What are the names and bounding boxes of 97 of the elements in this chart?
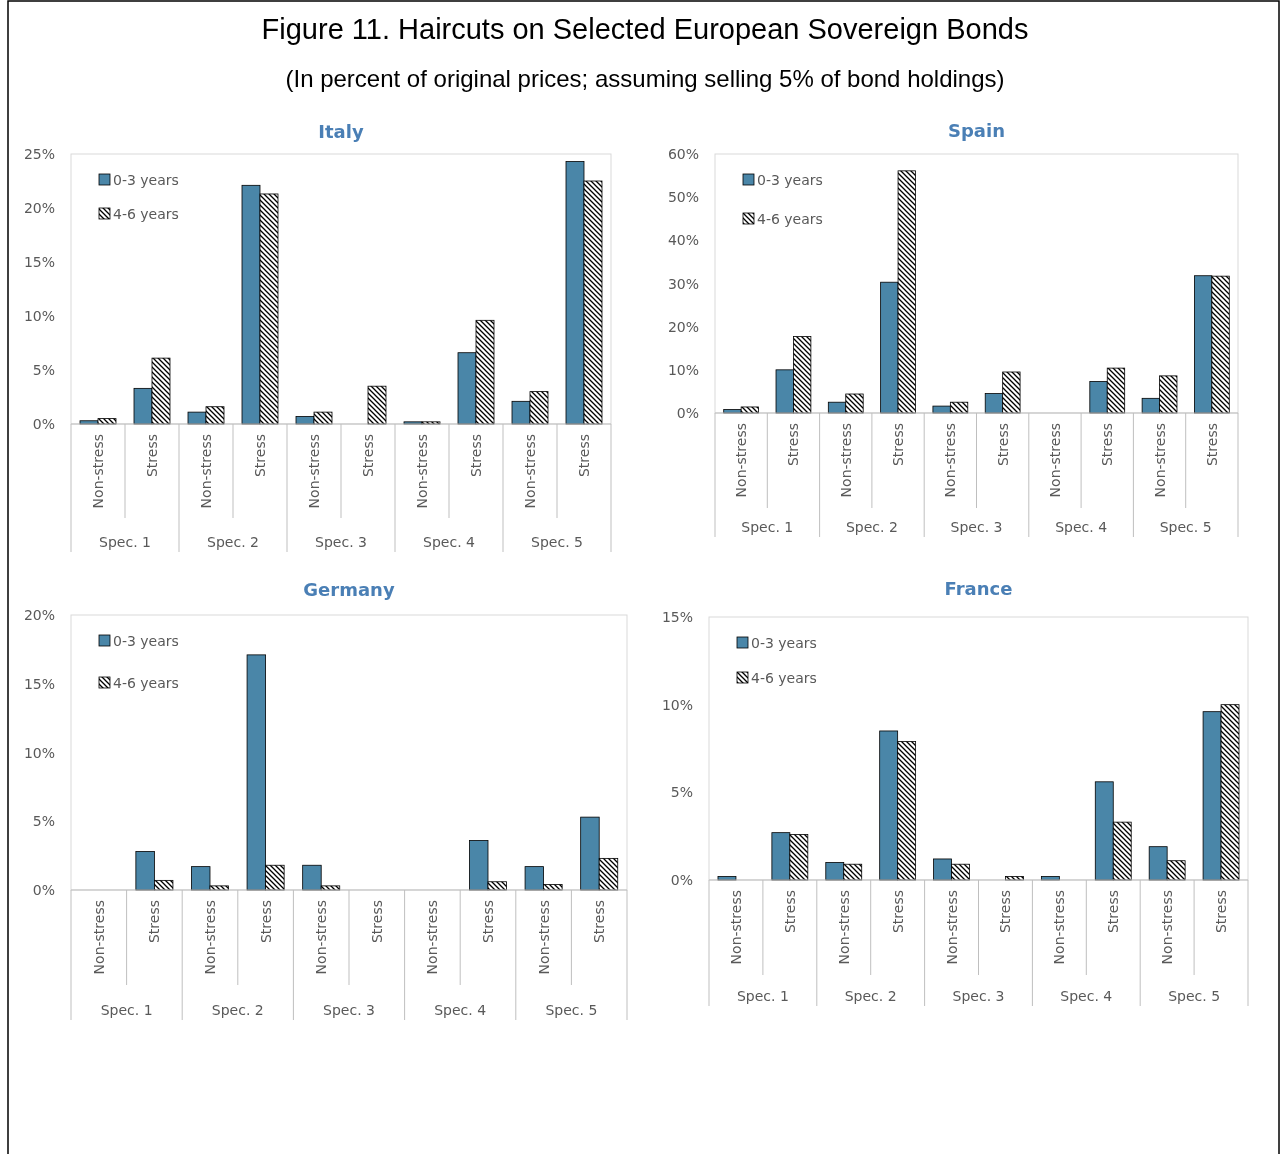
x-tick-label: Non-stress (535, 900, 552, 975)
x-tick-label: Stress (1213, 890, 1230, 934)
x-tick-label: Stress (368, 900, 385, 944)
legend-label: 4-6 years (113, 206, 179, 222)
text: Spec. 4 (1060, 988, 1113, 1004)
x-tick-label: Stress (146, 900, 163, 944)
y-tick-label: 30% (667, 275, 699, 292)
y-tick-label: 5% (32, 362, 55, 378)
x-tick-label: Non-stress (727, 890, 744, 965)
y-tick-label: 60% (667, 146, 699, 162)
text: Spec. 2 (845, 519, 898, 535)
legend-label: 0-3 years (113, 172, 179, 188)
bar (367, 385, 387, 425)
text: Spec. 2 (207, 534, 259, 550)
x-tick-label: Stress (785, 423, 802, 467)
y-tick-label: 5% (670, 784, 693, 801)
y-tick-label: 10% (23, 744, 55, 761)
x-tick-label: Non-stress (202, 900, 218, 975)
y-tick-label: 50% (667, 189, 699, 206)
x-tick-label: Non-stress (837, 423, 854, 498)
x-tick-label: Non-stress (1051, 890, 1068, 965)
x-tick-label: Stress (1203, 423, 1220, 467)
x-tick-label: Non-stress (90, 900, 107, 975)
y-tick-label: 0% (32, 416, 55, 432)
x-tick-label: Non-stress (522, 434, 538, 509)
y-tick-label: 15% (23, 254, 55, 270)
x-tick-label: Stress (591, 900, 608, 944)
text: Spec. 1 (99, 534, 151, 550)
text: Spec. 1 (736, 988, 789, 1004)
y-tick-label: 15% (23, 675, 55, 692)
x-tick-label: Stress (257, 900, 274, 944)
y-tick-label: 40% (667, 232, 699, 249)
x-tick-label: Non-stress (198, 434, 214, 509)
text: Spec. 5 (545, 1002, 598, 1018)
x-tick-label: Stress (144, 434, 160, 478)
y-tick-label: 20% (23, 200, 55, 216)
text: Spec. 4 (434, 1002, 487, 1018)
chart-title: Germany (303, 579, 395, 600)
text: (In percent of original prices; assuming selling 5% of bond holdings) (285, 65, 1005, 92)
caption: Figure 11. Haircuts on Selected European Sovereign Bonds (261, 13, 1029, 45)
legend-label: 0-3 years (757, 172, 823, 188)
y-tick-label: 10% (23, 308, 55, 324)
text: Spec. 2 (211, 1002, 264, 1018)
y-tick-label: 10% (661, 696, 693, 713)
y-tick-label: 0% (676, 405, 699, 421)
x-tick-label: Stress (890, 423, 907, 467)
x-tick-label: Non-stress (313, 900, 330, 975)
chart-title: Italy (318, 121, 364, 142)
y-tick-label: 10% (667, 361, 699, 378)
y-tick-label: 15% (661, 609, 693, 625)
y-tick-label: 25% (23, 146, 55, 162)
text: Spec. 3 (323, 1002, 375, 1018)
x-tick-label: Non-stress (306, 434, 322, 509)
x-tick-label: Non-stress (1159, 890, 1176, 965)
x-tick-label: Non-stress (835, 890, 852, 965)
text: Spec. 3 (950, 519, 1003, 535)
legend-label: 0-3 years (113, 633, 179, 649)
x-tick-label: Stress (252, 434, 268, 478)
x-tick-label: Non-stress (1046, 423, 1063, 498)
x-tick-label: Non-stress (943, 890, 960, 965)
x-tick-label: Stress (994, 423, 1011, 467)
legend-label: 4-6 years (751, 670, 817, 686)
y-tick-label: 0% (670, 872, 693, 888)
text: Spec. 5 (531, 534, 583, 550)
text: Spec. 4 (423, 534, 476, 550)
text: Spec. 1 (741, 519, 794, 535)
text: Spec. 3 (315, 534, 367, 550)
x-tick-label: Stress (781, 890, 798, 934)
x-tick-label: Non-stress (942, 423, 959, 498)
chart-title: France (944, 578, 1013, 599)
x-tick-label: Non-stress (414, 434, 430, 509)
y-tick-label: 0% (32, 882, 55, 898)
x-tick-label: Stress (360, 434, 376, 478)
x-tick-label: Stress (997, 890, 1014, 934)
text: Spec. 3 (952, 988, 1005, 1004)
chart-title: Spain (948, 120, 1005, 141)
x-tick-label: Non-stress (90, 434, 106, 509)
y-tick-label: 5% (32, 813, 55, 830)
text: Spec. 2 (844, 988, 897, 1004)
x-tick-label: Stress (889, 890, 906, 934)
x-tick-label: Stress (1105, 890, 1122, 934)
y-tick-label: 20% (23, 607, 55, 623)
x-tick-label: Stress (576, 434, 592, 478)
x-tick-label: Stress (1099, 423, 1116, 467)
x-tick-label: Non-stress (733, 423, 750, 498)
text: Spec. 1 (100, 1002, 153, 1018)
y-tick-label: 20% (667, 318, 699, 335)
x-tick-label: Non-stress (424, 900, 441, 975)
text: Spec. 5 (1168, 988, 1221, 1004)
x-tick-label: Stress (468, 434, 484, 478)
legend-label: 4-6 years (113, 675, 179, 691)
text: Spec. 5 (1159, 519, 1212, 535)
x-tick-label: Non-stress (1151, 423, 1168, 498)
legend-label: 0-3 years (751, 635, 817, 651)
x-tick-label: Stress (480, 900, 496, 944)
legend-label: 4-6 years (757, 211, 823, 227)
text: Spec. 4 (1055, 519, 1108, 535)
